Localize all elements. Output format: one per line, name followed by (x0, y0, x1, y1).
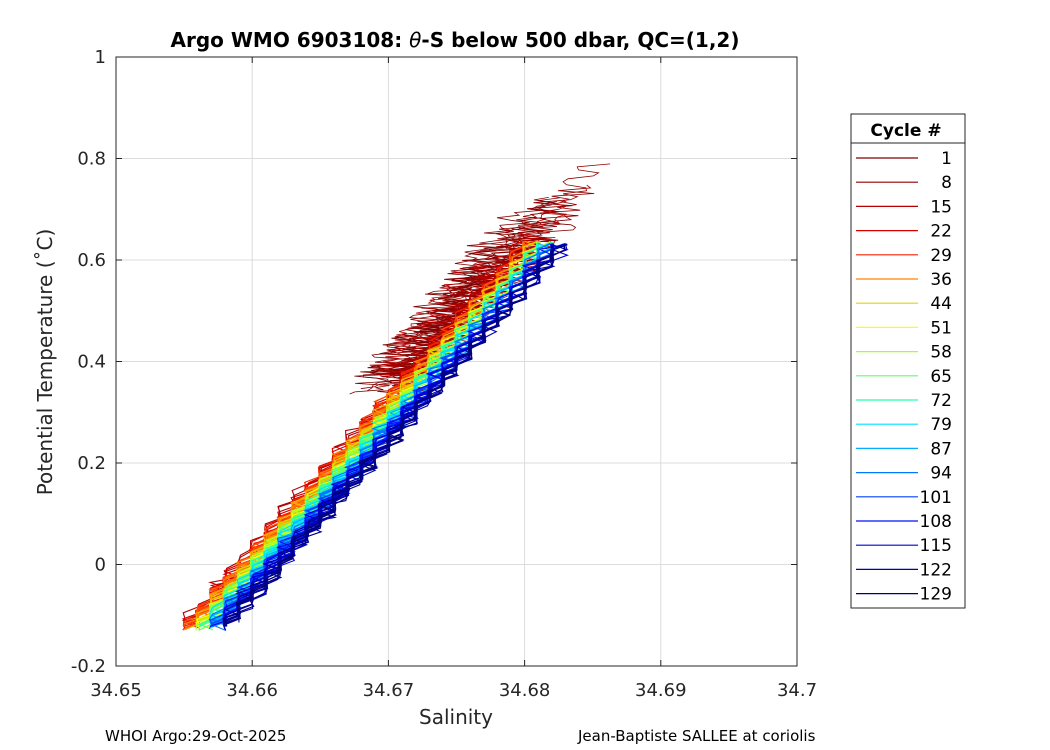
x-tick-label: 34.68 (499, 680, 551, 701)
legend-label-22: 22 (930, 222, 952, 242)
legend-label-122: 122 (920, 560, 952, 580)
x-tick-label: 34.65 (90, 680, 142, 701)
profile-cycle-11 (370, 226, 525, 378)
y-tick-label: 0.8 (77, 149, 106, 170)
legend-label-8: 8 (941, 173, 952, 193)
profile-lines (181, 163, 611, 631)
chart-title: Argo WMO 6903108: θ-S below 500 dbar, QC… (171, 28, 740, 52)
legend-label-58: 58 (930, 343, 952, 363)
legend-box (850, 113, 966, 609)
profile-cycle-129 (238, 244, 565, 623)
legend-label-87: 87 (930, 439, 952, 459)
y-tick-label: 0.4 (77, 352, 106, 373)
y-tick-label: 0.2 (77, 453, 106, 474)
legend-label-129: 129 (920, 585, 952, 605)
legend-label-1: 1 (941, 149, 952, 169)
footer-right: Jean-Baptiste SALLEE at coriolis (577, 727, 816, 745)
y-axis-label: Potential Temperature (˚C) (33, 229, 57, 496)
footer-left: WHOI Argo:29-Oct-2025 (105, 727, 286, 745)
y-tick-label: 0.6 (77, 250, 106, 271)
legend-label-15: 15 (930, 197, 952, 217)
x-tick-label: 34.67 (363, 680, 415, 701)
legend: Cycle # 1 8 15 22 29 36 44 51 58 65 72 79 87 94 101 108… (850, 113, 966, 609)
legend-label-65: 65 (930, 367, 952, 387)
legend-label-94: 94 (930, 464, 952, 484)
legend-label-101: 101 (920, 488, 952, 508)
legend-label-51: 51 (930, 318, 952, 338)
legend-label-72: 72 (930, 391, 952, 411)
y-tick-label: 1 (95, 47, 106, 68)
legend-label-29: 29 (930, 246, 952, 266)
x-axis-label: Salinity (419, 705, 493, 729)
y-tick-labels: -0.2 0 0.2 0.4 0.6 0.8 1 (71, 47, 106, 677)
x-tick-label: 34.7 (777, 680, 817, 701)
profile-cycle-19 (182, 240, 524, 630)
axis-ticks (115, 56, 798, 667)
x-tick-label: 34.69 (635, 680, 687, 701)
legend-label-36: 36 (930, 270, 952, 290)
legend-label-79: 79 (930, 415, 952, 435)
x-tick-labels: 34.65 34.66 34.67 34.68 34.69 34.7 (90, 680, 817, 701)
x-tick-label: 34.66 (226, 680, 278, 701)
legend-label-44: 44 (930, 294, 952, 314)
profile-cycle-14 (369, 259, 504, 378)
y-tick-label: -0.2 (71, 656, 106, 677)
profile-cycle-13 (373, 201, 558, 376)
legend-entries: 1 8 15 22 29 36 44 51 58 65 72 79 87 94 101 108 115 122 12… (856, 149, 952, 605)
legend-label-115: 115 (920, 536, 952, 556)
legend-title: Cycle # (870, 121, 941, 141)
legend-label-108: 108 (920, 512, 952, 532)
y-tick-label: 0 (95, 555, 106, 576)
